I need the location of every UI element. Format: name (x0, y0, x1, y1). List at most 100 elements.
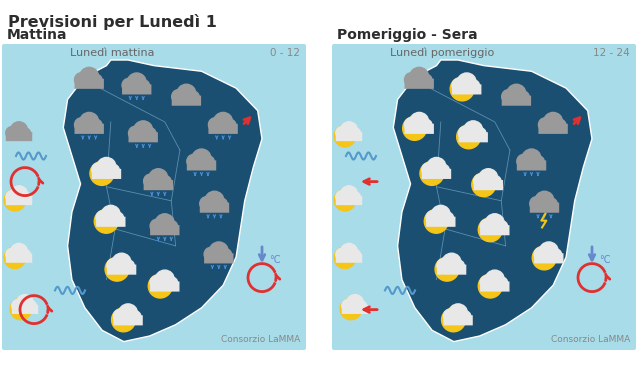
Circle shape (20, 192, 31, 203)
FancyBboxPatch shape (332, 44, 636, 350)
Circle shape (172, 90, 185, 103)
Circle shape (127, 73, 147, 92)
Circle shape (150, 276, 164, 290)
Circle shape (80, 67, 99, 86)
Circle shape (457, 73, 476, 92)
Circle shape (336, 127, 348, 139)
Circle shape (534, 247, 548, 261)
Circle shape (424, 209, 448, 233)
Circle shape (427, 157, 446, 177)
Text: °C: °C (599, 255, 610, 265)
Circle shape (480, 219, 494, 233)
Circle shape (472, 173, 496, 196)
Circle shape (474, 174, 487, 188)
Circle shape (464, 121, 483, 140)
Circle shape (545, 198, 557, 210)
FancyBboxPatch shape (474, 180, 503, 190)
Circle shape (118, 304, 138, 323)
FancyBboxPatch shape (6, 132, 32, 141)
Circle shape (350, 250, 361, 260)
Circle shape (90, 162, 114, 185)
FancyBboxPatch shape (443, 315, 473, 325)
Circle shape (533, 156, 545, 168)
Circle shape (166, 221, 178, 233)
Circle shape (522, 149, 541, 168)
Circle shape (485, 270, 505, 289)
Circle shape (92, 163, 106, 177)
Circle shape (356, 301, 366, 312)
FancyBboxPatch shape (404, 79, 434, 89)
Circle shape (150, 219, 164, 233)
Circle shape (459, 311, 471, 323)
Circle shape (453, 260, 464, 272)
Circle shape (347, 294, 364, 312)
Circle shape (340, 186, 357, 203)
FancyBboxPatch shape (517, 160, 546, 171)
Circle shape (485, 214, 505, 233)
Circle shape (155, 214, 175, 233)
Text: °C: °C (269, 255, 280, 265)
Circle shape (112, 253, 131, 272)
Circle shape (535, 191, 554, 211)
Text: 0 - 12: 0 - 12 (270, 48, 300, 58)
Circle shape (543, 112, 562, 131)
Circle shape (336, 191, 348, 203)
FancyBboxPatch shape (502, 96, 531, 106)
Circle shape (6, 191, 18, 203)
Circle shape (111, 308, 136, 332)
Circle shape (502, 90, 516, 103)
FancyBboxPatch shape (336, 253, 362, 263)
Circle shape (75, 118, 89, 132)
Circle shape (90, 119, 102, 131)
Circle shape (410, 112, 429, 131)
Circle shape (129, 311, 141, 323)
Circle shape (6, 127, 18, 139)
FancyBboxPatch shape (336, 132, 362, 141)
Circle shape (123, 260, 134, 272)
Circle shape (437, 258, 451, 272)
FancyBboxPatch shape (336, 196, 362, 205)
Circle shape (159, 176, 171, 187)
FancyBboxPatch shape (150, 225, 180, 235)
Circle shape (129, 126, 143, 140)
Circle shape (350, 192, 361, 203)
FancyBboxPatch shape (452, 84, 482, 95)
FancyBboxPatch shape (143, 180, 173, 190)
Text: Mattina: Mattina (7, 28, 68, 42)
Circle shape (517, 91, 529, 103)
FancyBboxPatch shape (204, 253, 234, 263)
Circle shape (350, 128, 361, 139)
Circle shape (204, 247, 218, 261)
Circle shape (113, 309, 127, 323)
Circle shape (410, 67, 429, 86)
FancyBboxPatch shape (534, 253, 564, 263)
Circle shape (4, 190, 25, 211)
Circle shape (105, 257, 129, 281)
Circle shape (404, 118, 419, 132)
Circle shape (507, 84, 526, 103)
Circle shape (431, 205, 450, 225)
Text: Consorzio LaMMA: Consorzio LaMMA (551, 335, 630, 344)
Circle shape (334, 190, 355, 211)
Circle shape (11, 299, 24, 312)
Circle shape (489, 176, 501, 187)
Circle shape (422, 163, 436, 177)
Circle shape (97, 157, 116, 177)
Circle shape (10, 244, 27, 261)
Circle shape (448, 304, 468, 323)
Circle shape (80, 112, 99, 131)
Circle shape (420, 74, 432, 86)
Circle shape (334, 125, 355, 147)
Circle shape (403, 116, 427, 140)
Circle shape (480, 276, 494, 290)
Circle shape (166, 277, 178, 289)
Circle shape (10, 298, 32, 320)
Circle shape (187, 154, 201, 168)
Circle shape (550, 249, 562, 261)
Circle shape (209, 242, 228, 261)
Circle shape (107, 258, 121, 272)
FancyBboxPatch shape (538, 124, 568, 134)
FancyBboxPatch shape (122, 84, 152, 95)
Circle shape (20, 128, 31, 139)
FancyBboxPatch shape (75, 124, 104, 134)
